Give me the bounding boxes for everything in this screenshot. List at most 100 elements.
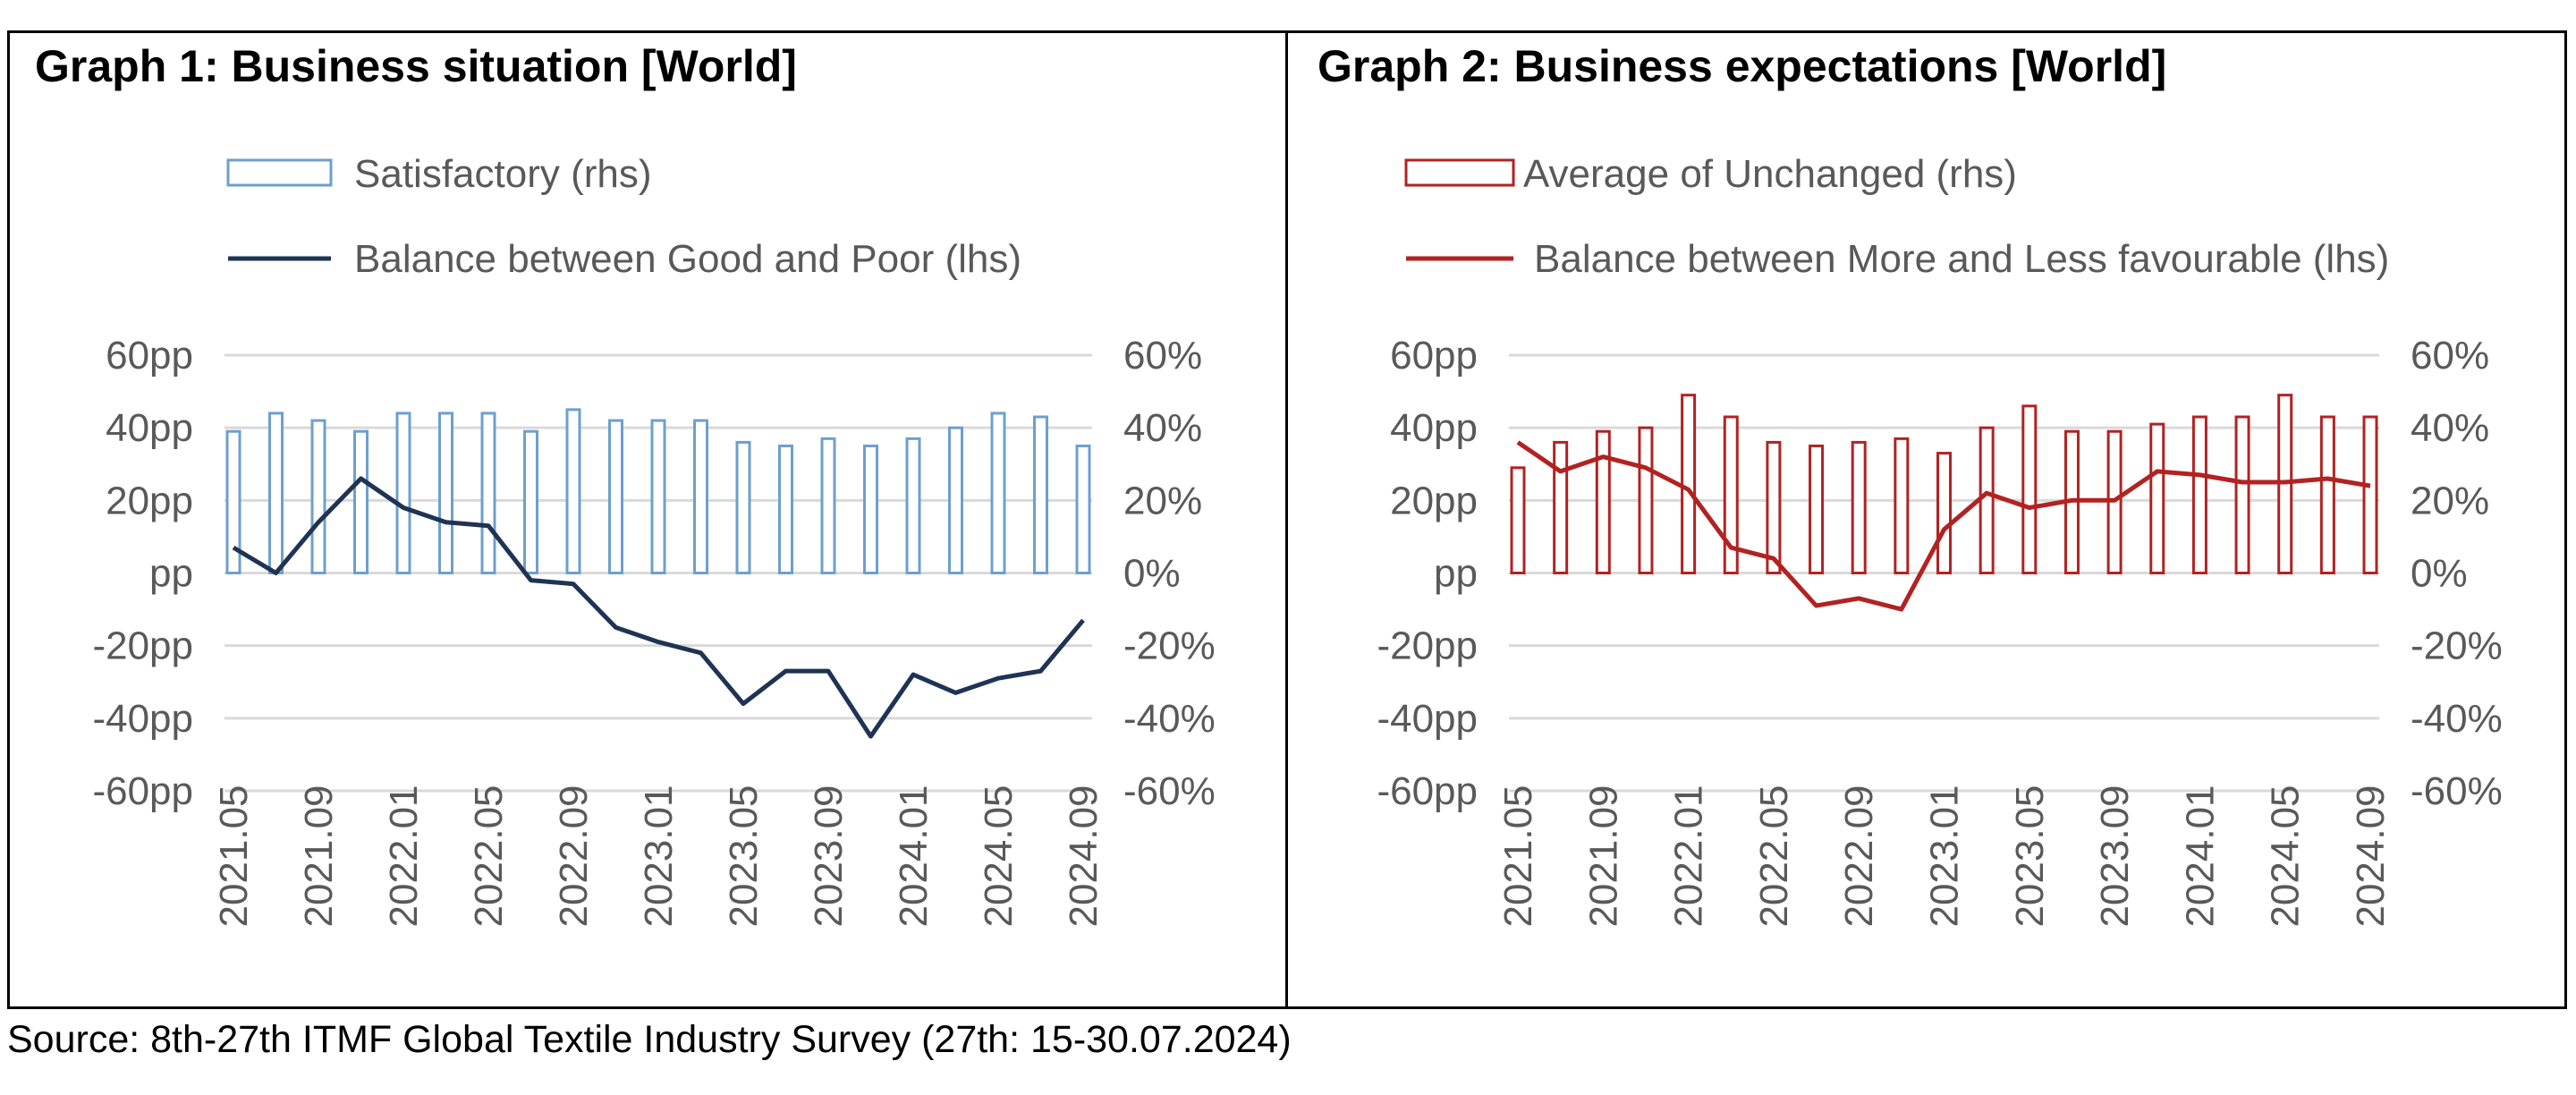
bar bbox=[990, 412, 1006, 574]
y-right-tick-label: -40% bbox=[1123, 697, 1216, 741]
y-left-tick-label: 60pp bbox=[1390, 334, 1478, 378]
bar bbox=[820, 437, 836, 575]
bar bbox=[1595, 429, 1611, 574]
source-note: Source: 8th-27th ITMF Global Textile Ind… bbox=[7, 1018, 1292, 1061]
y-left-tick-label: -60pp bbox=[1377, 769, 1478, 813]
bar bbox=[1075, 444, 1091, 575]
legend-label-line: Balance between Good and Poor (lhs) bbox=[354, 237, 1021, 281]
bar bbox=[353, 429, 369, 574]
x-tick-label: 2023.01 bbox=[1923, 785, 1967, 927]
balance-line bbox=[1516, 440, 2371, 612]
bar bbox=[395, 412, 411, 574]
legend-label-bars: Satisfactory (rhs) bbox=[354, 152, 652, 196]
bar bbox=[1638, 426, 1654, 574]
x-tick-label: 2021.09 bbox=[297, 785, 341, 927]
bar bbox=[1979, 426, 1995, 574]
legend-bar-swatch bbox=[226, 158, 333, 187]
bar bbox=[1851, 440, 1867, 574]
bar bbox=[1510, 466, 1526, 574]
bar bbox=[778, 444, 793, 575]
bar bbox=[905, 437, 921, 575]
y-right-tick-label: 20% bbox=[1123, 479, 1202, 522]
bar bbox=[2021, 404, 2038, 575]
y-left-tick-label: 40pp bbox=[1390, 406, 1478, 450]
y-left-tick-label: -20pp bbox=[92, 624, 193, 668]
x-tick-label: 2024.09 bbox=[1062, 785, 1106, 927]
legend-label-line: Balance between More and Less favourable… bbox=[1534, 237, 2389, 281]
bar bbox=[2191, 415, 2207, 574]
x-tick-label: 2022.05 bbox=[467, 785, 511, 927]
y-right-tick-label: 40% bbox=[2411, 406, 2489, 450]
bar bbox=[2149, 422, 2165, 574]
x-tick-label: 2021.05 bbox=[212, 785, 256, 927]
bar-series bbox=[225, 408, 1091, 575]
x-tick-label: 2023.01 bbox=[637, 785, 681, 927]
y-right-tick-label: -60% bbox=[2411, 769, 2503, 813]
y-left-tick-label: pp bbox=[1434, 552, 1478, 596]
x-tick-label: 2024.05 bbox=[2264, 785, 2308, 927]
y-right-tick-label: 40% bbox=[1123, 406, 1202, 450]
y-left-tick-label: -60pp bbox=[92, 769, 193, 813]
x-axis: 2021.05 2021.09 2022.01 2022.05 2022.09 2023.… bbox=[1496, 785, 2393, 927]
chart-svg-1: Graph 1: Business situation [World] Sati… bbox=[35, 41, 1216, 928]
bar bbox=[565, 408, 581, 574]
y-right-tick-label: -20% bbox=[2411, 624, 2503, 668]
line-series bbox=[232, 476, 1085, 739]
bar bbox=[2234, 415, 2250, 574]
y-right-tick-label: -20% bbox=[1123, 624, 1216, 668]
x-tick-label: 2021.09 bbox=[1581, 785, 1625, 927]
y-left-tick-label: 20pp bbox=[1390, 479, 1478, 522]
y-right-tick-label: 20% bbox=[2411, 479, 2489, 522]
bar bbox=[650, 419, 666, 574]
bar bbox=[438, 412, 453, 574]
bar bbox=[1936, 452, 1952, 575]
bar bbox=[863, 444, 878, 575]
y-right-tick-label: 60% bbox=[2411, 334, 2489, 378]
x-tick-label: 2023.05 bbox=[722, 785, 766, 927]
x-tick-label: 2022.05 bbox=[1752, 785, 1796, 927]
x-tick-label: 2024.09 bbox=[2349, 785, 2393, 927]
x-tick-label: 2021.05 bbox=[1496, 785, 1540, 927]
line-series bbox=[1516, 440, 2371, 612]
bar-series bbox=[1510, 394, 2378, 575]
y-left-tick-label: -40pp bbox=[92, 697, 193, 741]
chart-title: Graph 1: Business situation [World] bbox=[35, 41, 797, 91]
y-left-tick-label: -40pp bbox=[1377, 697, 1478, 741]
balance-line bbox=[232, 476, 1085, 739]
y-axis-right: 60% 40% 20% 0% -20% -40% -60% bbox=[2411, 334, 2503, 813]
x-tick-label: 2022.09 bbox=[552, 785, 596, 927]
business-expectations-chart: Graph 2: Business expectations [World] A… bbox=[1288, 33, 2564, 1006]
business-situation-chart: Graph 1: Business situation [World] Sati… bbox=[10, 33, 1285, 1006]
y-left-tick-label: pp bbox=[149, 552, 193, 596]
x-tick-label: 2024.01 bbox=[2178, 785, 2222, 927]
y-axis-right: 60% 40% 20% 0% -20% -40% -60% bbox=[1123, 334, 1216, 813]
y-right-tick-label: 0% bbox=[1123, 552, 1181, 596]
bar bbox=[1809, 444, 1825, 575]
x-tick-label: 2022.01 bbox=[382, 785, 426, 927]
bar bbox=[948, 426, 963, 574]
y-right-tick-label: -40% bbox=[2411, 697, 2503, 741]
x-axis: 2021.05 2021.09 2022.01 2022.05 2022.09 2023.… bbox=[212, 785, 1106, 927]
y-axis-left: 60pp 40pp 20pp pp -20pp -40pp -60pp bbox=[92, 334, 193, 813]
x-tick-label: 2023.09 bbox=[807, 785, 851, 927]
x-tick-label: 2022.01 bbox=[1667, 785, 1711, 927]
bar bbox=[1894, 437, 1910, 575]
x-tick-label: 2024.01 bbox=[892, 785, 936, 927]
x-tick-label: 2023.09 bbox=[2093, 785, 2137, 927]
chart-title: Graph 2: Business expectations [World] bbox=[1318, 41, 2166, 91]
bar bbox=[225, 429, 242, 574]
y-left-tick-label: -20pp bbox=[1377, 624, 1478, 668]
bar bbox=[1681, 394, 1697, 574]
bar bbox=[480, 412, 496, 574]
legend-bar-swatch bbox=[1404, 158, 1515, 187]
y-left-tick-label: 20pp bbox=[106, 479, 193, 522]
x-tick-label: 2024.05 bbox=[977, 785, 1021, 927]
bar bbox=[2362, 415, 2378, 574]
bar bbox=[1033, 415, 1048, 574]
legend: Satisfactory (rhs) Balance between Good … bbox=[226, 152, 1021, 281]
bar bbox=[523, 429, 538, 574]
bar bbox=[1723, 415, 1739, 574]
y-right-tick-label: 0% bbox=[2411, 552, 2468, 596]
y-left-tick-label: 40pp bbox=[106, 406, 193, 450]
chart-svg-2: Graph 2: Business expectations [World] A… bbox=[1318, 41, 2503, 928]
